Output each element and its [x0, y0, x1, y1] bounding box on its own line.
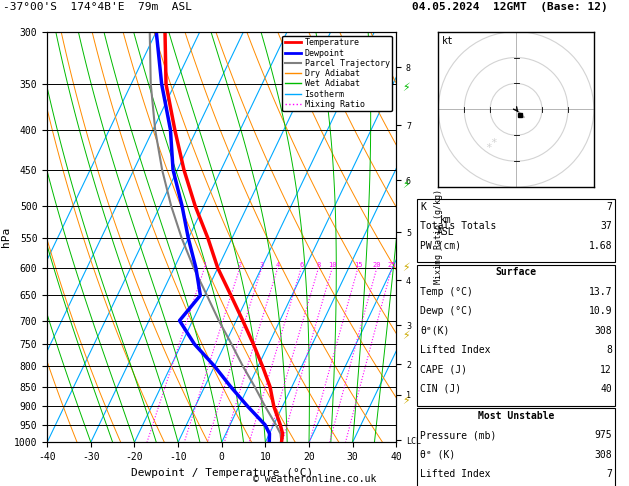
- Text: CAPE (J): CAPE (J): [420, 364, 467, 375]
- Text: *: *: [490, 138, 497, 148]
- Y-axis label: km
ASL: km ASL: [437, 215, 455, 237]
- Text: 40: 40: [600, 384, 612, 394]
- Text: ⚡: ⚡: [402, 81, 409, 94]
- Y-axis label: hPa: hPa: [1, 227, 11, 247]
- Text: 12: 12: [600, 364, 612, 375]
- Text: 15: 15: [353, 262, 362, 268]
- Text: 04.05.2024  12GMT  (Base: 12): 04.05.2024 12GMT (Base: 12): [412, 2, 608, 13]
- Text: K: K: [420, 202, 426, 212]
- Text: 13.7: 13.7: [589, 287, 612, 297]
- Text: ⚡: ⚡: [402, 395, 409, 407]
- Text: 1: 1: [203, 262, 206, 268]
- Text: kt: kt: [442, 36, 454, 46]
- Text: 7: 7: [606, 202, 612, 212]
- Text: 7: 7: [606, 469, 612, 479]
- Text: Totals Totals: Totals Totals: [420, 221, 496, 231]
- Text: 4: 4: [276, 262, 280, 268]
- Text: Dewp (°C): Dewp (°C): [420, 306, 473, 316]
- Text: 8: 8: [606, 345, 612, 355]
- Text: 10: 10: [328, 262, 337, 268]
- Text: ⚡: ⚡: [402, 329, 409, 342]
- Text: 308: 308: [594, 326, 612, 336]
- Text: © weatheronline.co.uk: © weatheronline.co.uk: [253, 473, 376, 484]
- Text: Lifted Index: Lifted Index: [420, 345, 491, 355]
- Text: Surface: Surface: [496, 267, 537, 278]
- Text: ⚡: ⚡: [402, 178, 409, 191]
- Text: Pressure (mb): Pressure (mb): [420, 430, 496, 440]
- X-axis label: Dewpoint / Temperature (°C): Dewpoint / Temperature (°C): [131, 468, 313, 478]
- Text: 20: 20: [372, 262, 381, 268]
- Text: 6: 6: [299, 262, 303, 268]
- Text: 975: 975: [594, 430, 612, 440]
- Text: 37: 37: [600, 221, 612, 231]
- Text: -37°00'S  174°4B'E  79m  ASL: -37°00'S 174°4B'E 79m ASL: [3, 2, 192, 13]
- Text: 8: 8: [316, 262, 321, 268]
- Text: CIN (J): CIN (J): [420, 384, 461, 394]
- Text: 3: 3: [260, 262, 264, 268]
- Text: Temp (°C): Temp (°C): [420, 287, 473, 297]
- Text: ⚡: ⚡: [402, 261, 409, 274]
- Text: PW (cm): PW (cm): [420, 241, 461, 251]
- Text: *: *: [485, 143, 492, 153]
- Text: θᵉ (K): θᵉ (K): [420, 450, 455, 460]
- Text: θᵉ(K): θᵉ(K): [420, 326, 450, 336]
- Legend: Temperature, Dewpoint, Parcel Trajectory, Dry Adiabat, Wet Adiabat, Isotherm, Mi: Temperature, Dewpoint, Parcel Trajectory…: [282, 36, 392, 111]
- Text: 25: 25: [387, 262, 396, 268]
- Text: Lifted Index: Lifted Index: [420, 469, 491, 479]
- Text: 10.9: 10.9: [589, 306, 612, 316]
- Text: 2: 2: [238, 262, 242, 268]
- Text: 1.68: 1.68: [589, 241, 612, 251]
- Text: Mixing Ratio (g/kg): Mixing Ratio (g/kg): [433, 190, 443, 284]
- Text: Most Unstable: Most Unstable: [478, 411, 554, 421]
- Text: 308: 308: [594, 450, 612, 460]
